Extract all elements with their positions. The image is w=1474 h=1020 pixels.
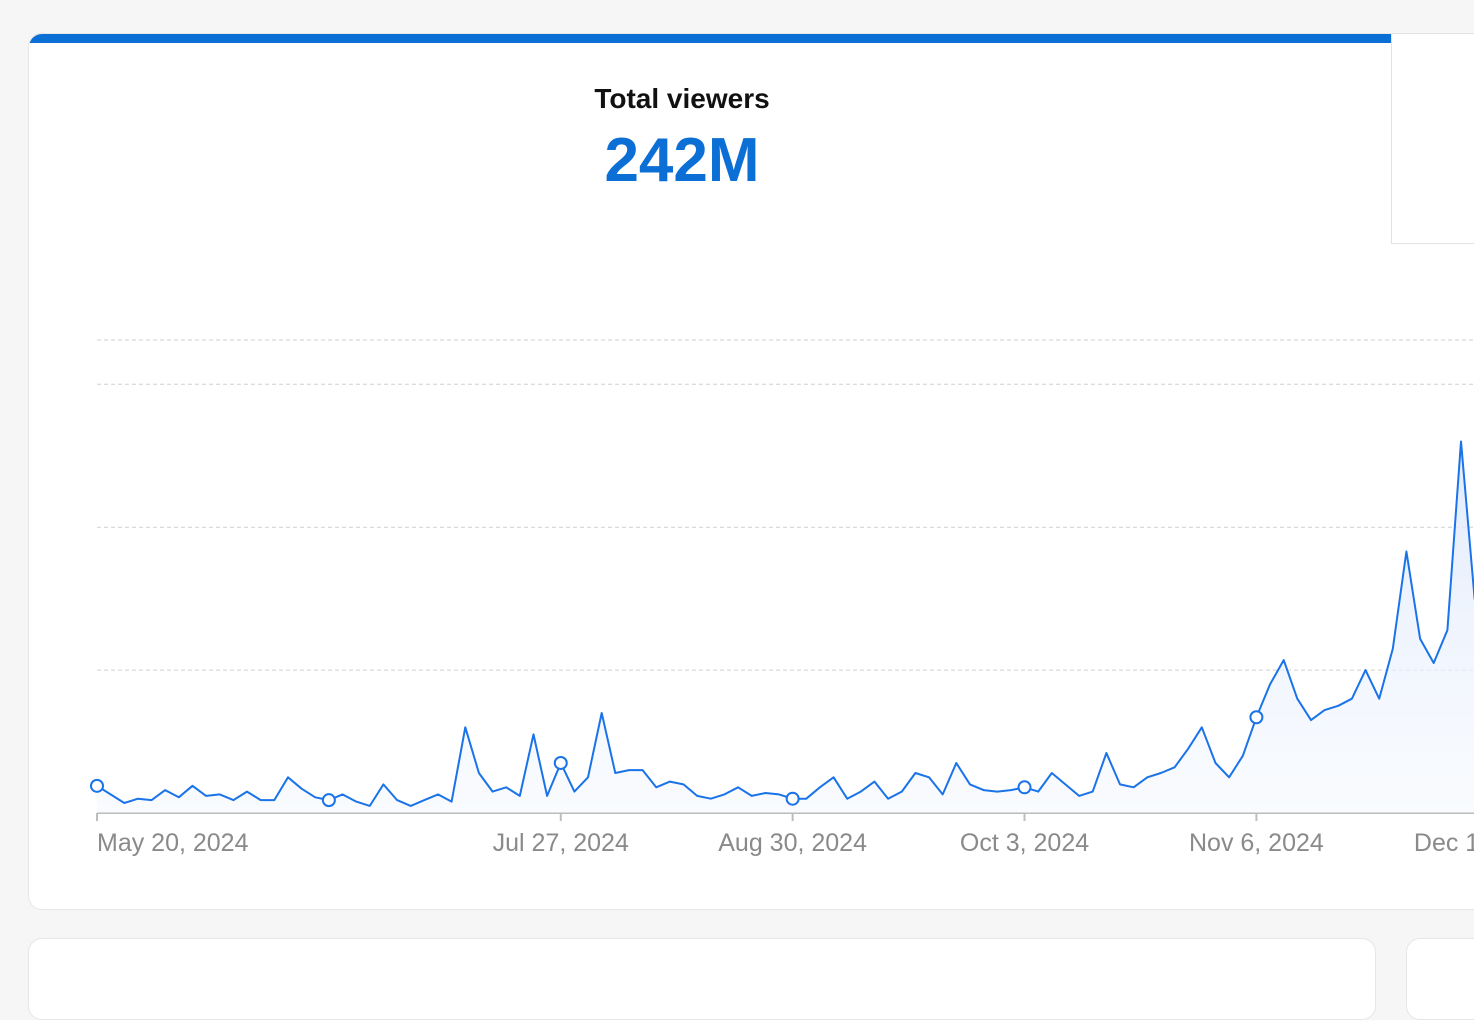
point-marker <box>553 755 568 770</box>
point-marker <box>1249 710 1264 725</box>
chart: May 20, 2024 Jul 27, 2024 Aug 30, 2024 Oct … <box>90 339 1474 857</box>
point-marker <box>785 791 800 806</box>
point-marker <box>90 778 104 793</box>
x-tick-label: Dec 10, 2024 <box>1414 829 1474 857</box>
point-marker <box>1017 780 1032 795</box>
viewers-card[interactable] <box>28 33 1474 910</box>
page: Total viewers 242M May 20, 2024 Jul 27, 2… <box>28 33 1474 1020</box>
metric-value: 242M <box>604 126 760 195</box>
point-marker <box>321 793 336 808</box>
x-tick-label: Jul 27, 2024 <box>493 829 629 857</box>
metric-title: Total viewers <box>594 83 770 114</box>
x-tick-label: Oct 3, 2024 <box>960 829 1089 857</box>
x-tick-label: Aug 30, 2024 <box>718 829 867 857</box>
x-tick-label: Nov 6, 2024 <box>1189 829 1324 857</box>
tab-card[interactable] <box>1391 33 1474 244</box>
area <box>97 441 1474 813</box>
x-tick-label: May 20, 2024 <box>97 829 249 857</box>
selected-tab-bar <box>29 34 1392 43</box>
